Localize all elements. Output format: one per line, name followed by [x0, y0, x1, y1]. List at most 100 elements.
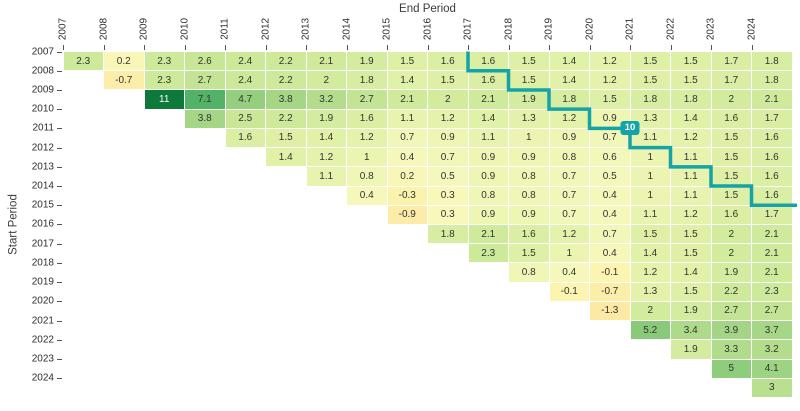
heatmap-cell: 3.7 — [752, 321, 792, 340]
heatmap-cell: 2.3 — [468, 244, 508, 263]
heatmap-cell: 1.5 — [711, 167, 751, 186]
heatmap-cell: 1.5 — [509, 244, 549, 263]
heatmap-cell: 0.8 — [509, 186, 549, 205]
y-tick-label: 2012 — [31, 142, 54, 154]
heatmap-cell: 1.2 — [590, 71, 630, 90]
y-tick-label: 2008 — [31, 65, 54, 77]
heatmap-cell: 1.6 — [711, 109, 751, 128]
heatmap-cell: 3.2 — [306, 90, 346, 109]
heatmap-cell: 1.9 — [711, 263, 751, 282]
x-tick-label: 2013 — [300, 17, 312, 41]
x-tick-label: 2011 — [219, 18, 231, 40]
heatmap-cell: 1.6 — [468, 71, 508, 90]
heatmap-cell: 1.2 — [306, 148, 346, 167]
heatmap-cell: 2.2 — [266, 52, 306, 71]
x-tick-mark — [103, 45, 105, 50]
y-tick-mark — [57, 243, 62, 245]
heatmap-cell: 2.3 — [63, 52, 103, 71]
heatmap-cell: 1.6 — [468, 52, 508, 71]
heatmap-cell: 3.3 — [711, 340, 751, 359]
heatmap-cell: 1.9 — [306, 109, 346, 128]
heatmap-cell: 1.5 — [671, 224, 711, 244]
x-tick-mark — [711, 45, 712, 50]
heatmap-cell: 1.7 — [711, 52, 751, 71]
heatmap-cell: 2.7 — [185, 71, 225, 90]
heatmap-cell: 1.7 — [752, 109, 792, 128]
heatmap-cell: 0.2 — [104, 52, 144, 71]
heatmap-cell: -0.1 — [590, 263, 630, 282]
heatmap-cell: 1.5 — [266, 128, 306, 148]
heatmap-cell: -1.3 — [590, 301, 630, 321]
heatmap-cell: 2.1 — [752, 90, 792, 109]
heatmap-cell: 0.4 — [347, 186, 387, 205]
y-tick-mark — [57, 89, 62, 91]
heatmap-cell: 0.7 — [549, 186, 589, 205]
heatmap-cell: 1 — [509, 128, 549, 148]
y-tick-mark — [57, 205, 62, 207]
heatmap-cell: 2.5 — [225, 109, 265, 128]
x-tick-label: 2012 — [260, 17, 271, 41]
heatmap-cell: 1.4 — [387, 71, 427, 90]
heatmap-cell: 0.8 — [347, 167, 387, 186]
heatmap-cell: -0.7 — [590, 282, 630, 301]
heatmap-cell: 2.4 — [225, 52, 265, 71]
x-tick-label: 2020 — [584, 17, 595, 41]
heatmap-cell: 0.4 — [590, 205, 630, 224]
heatmap-cell: 1.5 — [671, 71, 711, 90]
heatmap-cell: 2.6 — [185, 52, 225, 71]
heatmap-cell: 1 — [630, 148, 670, 167]
heatmap-cell: 3.4 — [671, 321, 711, 340]
heatmap-cell: 1.8 — [752, 71, 792, 90]
heatmap-cell: -0.3 — [387, 186, 427, 205]
y-tick-mark — [57, 282, 62, 284]
heatmap-cell: 4.7 — [225, 90, 265, 109]
x-tick-mark — [751, 45, 753, 50]
x-tick-mark — [144, 45, 145, 50]
heatmap-cell: 1.8 — [630, 90, 670, 109]
heatmap-cell: 1.9 — [509, 90, 549, 109]
y-tick-mark — [57, 378, 62, 380]
heatmap-cell: 1.1 — [306, 167, 346, 186]
heatmap-cell: 1.5 — [711, 186, 751, 205]
x-tick-mark — [589, 45, 591, 50]
heatmap-cell: 0.7 — [428, 148, 468, 167]
x-tick-label: 2016 — [422, 17, 433, 41]
heatmap-cell: 1.7 — [752, 205, 792, 224]
x-tick-mark — [306, 45, 307, 50]
heatmap-cell: 1.1 — [671, 167, 711, 186]
heatmap-cell: 1.2 — [671, 128, 711, 148]
x-tick-mark — [225, 45, 226, 50]
heatmap-cell: 0.9 — [428, 128, 468, 148]
heatmap-cell: 2 — [711, 224, 751, 244]
heatmap-cell: 0.7 — [387, 128, 427, 148]
heatmap-cell: 2.3 — [144, 52, 184, 71]
y-tick-label: 2018 — [31, 257, 54, 269]
y-tick-label: 2011 — [32, 122, 54, 134]
y-tick-label: 2017 — [31, 238, 54, 250]
y-tick-mark — [57, 166, 62, 168]
heatmap-cell: 1.2 — [549, 224, 589, 244]
heatmap-cell: 0.3 — [428, 186, 468, 205]
heatmap-cell: 1.4 — [306, 128, 346, 148]
heatmap-cell: 1.7 — [711, 71, 751, 90]
x-tick-label: 2014 — [341, 17, 352, 41]
y-tick-mark — [57, 224, 62, 226]
heatmap-cell: 1.9 — [671, 301, 711, 321]
heatmap-cell: 0.4 — [590, 186, 630, 205]
heatmap-cell: 1.2 — [428, 109, 468, 128]
heatmap-cell: 0.9 — [549, 128, 589, 148]
heatmap-cell: 1.9 — [347, 52, 387, 71]
heatmap-cell: 0.9 — [468, 205, 508, 224]
heatmap-cell: 2.3 — [752, 282, 792, 301]
y-tick-mark — [57, 51, 62, 53]
heatmap-cell: 1 — [630, 167, 670, 186]
x-tick-label: 2022 — [665, 17, 676, 41]
heatmap-cell: 2.1 — [752, 263, 792, 282]
y-tick-label: 2024 — [31, 372, 54, 384]
heatmap-cell: 1.4 — [671, 263, 711, 282]
heatmap-cell: 2.2 — [711, 282, 751, 301]
heatmap-cell: 1.6 — [428, 52, 468, 71]
heatmap-cell: 1.8 — [347, 71, 387, 90]
heatmap-cell: 1.4 — [468, 109, 508, 128]
heatmap-cell: 1.5 — [509, 52, 549, 71]
